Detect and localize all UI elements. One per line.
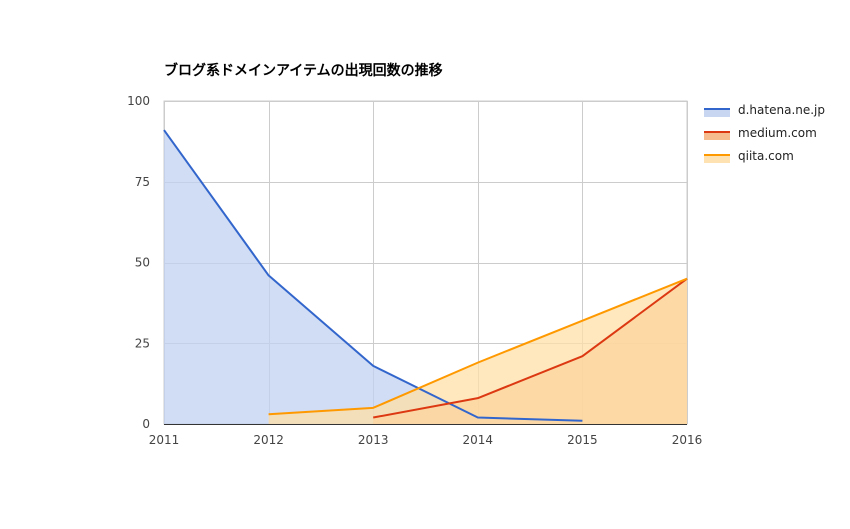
legend-label: medium.com	[738, 126, 817, 140]
x-tick-label: 2011	[149, 433, 180, 447]
x-tick-label: 2014	[463, 433, 494, 447]
chart-title: ブログ系ドメインアイテムの出現回数の推移	[164, 62, 443, 79]
x-tick-label: 2016	[672, 433, 703, 447]
legend-label: d.hatena.ne.jp	[738, 103, 825, 117]
y-tick-label: 75	[135, 175, 150, 189]
legend-swatch-fill	[704, 131, 730, 140]
legend-item[interactable]: medium.com	[704, 126, 817, 140]
y-tick-label: 50	[135, 256, 150, 270]
series-lines	[163, 129, 688, 422]
x-tick-label: 2012	[253, 433, 284, 447]
line-medium-com	[373, 277, 688, 419]
y-tick-label: 100	[127, 94, 150, 108]
legend-label: qiita.com	[738, 149, 794, 163]
legend-item[interactable]: d.hatena.ne.jp	[704, 103, 825, 117]
y-tick-label: 0	[142, 417, 150, 431]
x-tick-label: 2015	[567, 433, 598, 447]
series-areas	[164, 130, 687, 424]
area-qiita-com	[268, 278, 687, 424]
legend-swatch-fill	[704, 154, 730, 163]
legend-item[interactable]: qiita.com	[704, 149, 794, 163]
x-tick-label: 2013	[358, 433, 389, 447]
area-d-hatena-ne-jp	[164, 130, 583, 424]
line-d-hatena-ne-jp	[163, 129, 583, 422]
y-tick-label: 25	[135, 336, 150, 350]
axes: 0 25 50 75 100 2011 2012 2013 2014 2015 2016	[127, 94, 702, 447]
legend-swatch-fill	[704, 108, 730, 117]
legend: d.hatena.ne.jp medium.com qiita.com	[704, 103, 825, 163]
line-qiita-com	[268, 277, 688, 416]
